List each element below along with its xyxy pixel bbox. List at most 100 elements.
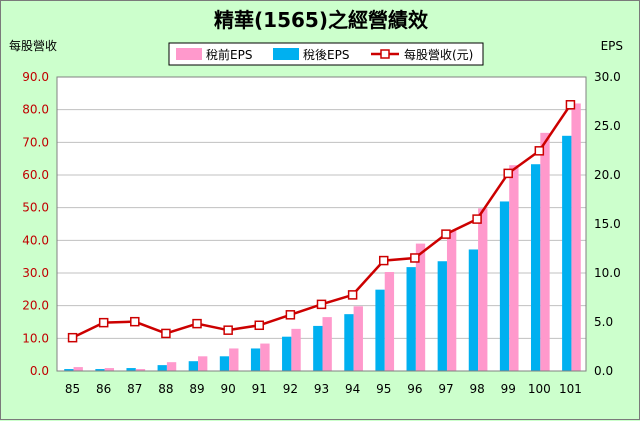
y-left-tick-label: 0.0	[30, 364, 49, 378]
bar-pretax-eps	[229, 348, 239, 371]
y-right-tick-label: 20.0	[594, 168, 621, 182]
x-tick-label: 90	[221, 382, 236, 396]
x-tick-label: 101	[559, 382, 582, 396]
x-tick-label: 93	[314, 382, 329, 396]
y-left-tick-label: 30.0	[22, 266, 49, 280]
bar-aftertax-eps	[95, 369, 105, 371]
x-tick-label: 91	[252, 382, 267, 396]
y-left-tick-label: 40.0	[22, 233, 49, 247]
y-right-tick-label: 10.0	[594, 266, 621, 280]
marker-revenue-per-share	[98, 317, 109, 328]
bar-aftertax-eps	[250, 348, 261, 371]
bar-aftertax-eps	[562, 135, 572, 371]
bar-pretax-eps	[540, 132, 550, 371]
x-tick-label: 86	[96, 382, 111, 396]
bar-pretax-eps	[571, 103, 581, 372]
legend-marker-revenue	[380, 49, 390, 59]
marker-revenue-per-share	[130, 316, 140, 327]
marker-revenue-per-share	[441, 229, 451, 239]
y-right-tick-label: 5.0	[594, 315, 613, 329]
x-tick-label: 87	[127, 382, 142, 396]
bar-pretax-eps	[135, 369, 146, 371]
y-right-tick-label: 30.0	[594, 70, 621, 84]
x-tick-label: 85	[65, 382, 80, 396]
bar-aftertax-eps	[530, 164, 541, 371]
bar-pretax-eps	[509, 165, 519, 371]
legend-label-revenue: 每股營收(元)	[404, 47, 473, 62]
legend-label-aftertax-eps: 稅後EPS	[303, 48, 349, 62]
plot-border	[56, 76, 587, 372]
x-tick-label: 88	[158, 382, 173, 396]
bar-aftertax-eps	[375, 289, 385, 371]
y-left-tick-label: 80.0	[22, 103, 49, 117]
marker-revenue-per-share	[503, 168, 513, 179]
plot-background	[57, 77, 586, 371]
legend-swatch-pretax-eps	[176, 48, 202, 60]
x-tick-label: 96	[407, 382, 422, 396]
bar-pretax-eps	[384, 272, 395, 371]
bar-aftertax-eps	[437, 261, 447, 371]
marker-revenue-per-share	[347, 290, 358, 300]
x-tick-label: 92	[283, 382, 298, 396]
marker-revenue-per-share	[192, 318, 202, 329]
legend-box	[168, 42, 484, 66]
x-tick-label: 98	[469, 382, 484, 396]
marker-revenue-per-share	[223, 325, 233, 335]
bar-pretax-eps	[260, 343, 270, 371]
bar-aftertax-eps	[406, 267, 416, 371]
legend: 稅前EPS 稅後EPS 每股營收(元)	[168, 42, 484, 66]
y-left-tick-label: 10.0	[22, 331, 49, 345]
bar-pretax-eps	[446, 230, 457, 371]
bar-pretax-eps	[104, 368, 115, 371]
y-left-tick-label: 90.0	[22, 70, 49, 84]
legend-swatch-aftertax-eps	[273, 48, 299, 60]
bar-pretax-eps	[353, 306, 363, 371]
bar-pretax-eps	[322, 317, 332, 371]
bar-aftertax-eps	[468, 249, 479, 371]
marker-revenue-per-share	[378, 255, 389, 266]
marker-revenue-per-share	[67, 332, 78, 343]
bar-aftertax-eps	[64, 369, 74, 371]
bar-pretax-eps	[291, 328, 301, 371]
bar-pretax-eps	[73, 367, 83, 371]
marker-revenue-per-share	[410, 253, 420, 263]
y-right-tick-label: 25.0	[594, 119, 621, 133]
x-tick-label: 95	[376, 382, 391, 396]
bar-aftertax-eps	[499, 201, 510, 371]
x-tick-label: 94	[345, 382, 360, 396]
bar-aftertax-eps	[188, 361, 199, 371]
x-tick-label: 89	[189, 382, 204, 396]
bar-aftertax-eps	[157, 365, 167, 371]
x-tick-label: 100	[528, 382, 551, 396]
bar-aftertax-eps	[344, 314, 354, 371]
y-axis-left-title: 每股營收	[9, 38, 57, 53]
x-tick-label: 97	[438, 382, 453, 396]
x-tick-label: 99	[501, 382, 516, 396]
bar-aftertax-eps	[282, 336, 292, 371]
y-right-tick-label: 0.0	[594, 364, 613, 378]
marker-revenue-per-share	[316, 299, 327, 310]
bar-pretax-eps	[478, 208, 488, 371]
y-left-tick-label: 50.0	[22, 201, 49, 215]
marker-revenue-per-share	[254, 320, 265, 331]
chart-title: 精華(1565)之經營績效	[214, 8, 428, 32]
bar-pretax-eps	[166, 362, 177, 371]
marker-revenue-per-share	[285, 310, 296, 320]
marker-revenue-per-share	[534, 146, 545, 156]
y-left-tick-label: 20.0	[22, 299, 49, 313]
y-right-tick-label: 15.0	[594, 217, 621, 231]
bar-pretax-eps	[415, 243, 426, 371]
bar-aftertax-eps	[219, 356, 230, 371]
marker-revenue-per-share	[161, 328, 171, 339]
bar-aftertax-eps	[313, 325, 323, 371]
marker-revenue-per-share	[565, 100, 576, 110]
y-axis-right-title: EPS	[601, 39, 623, 53]
y-left-tick-label: 70.0	[22, 135, 49, 149]
y-left-tick-label: 60.0	[22, 168, 49, 182]
plot-area: 0.0 10.0 20.0 30.0 40.0 50.0 60.0 70.0 80.0 90.0 0…	[22, 70, 620, 396]
bar-pretax-eps	[198, 356, 208, 371]
legend-label-pretax-eps: 稅前EPS	[206, 47, 252, 62]
marker-revenue-per-share	[472, 214, 482, 224]
